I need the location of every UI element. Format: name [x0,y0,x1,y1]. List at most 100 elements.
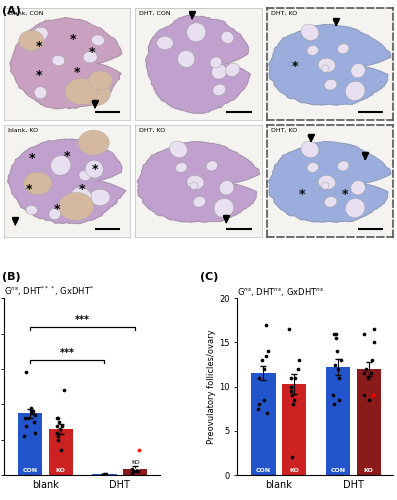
Point [129,469,136,477]
Polygon shape [146,15,251,114]
Point [368,370,374,378]
Text: *: * [299,188,305,201]
Point [263,352,269,360]
Text: KO: KO [364,468,374,473]
Text: *: * [70,32,77,46]
Ellipse shape [32,27,48,41]
Ellipse shape [71,188,92,206]
Ellipse shape [51,156,71,175]
Bar [18,414,42,475]
Ellipse shape [337,161,349,171]
Text: DHT, KO: DHT, KO [270,128,297,133]
Ellipse shape [49,208,61,220]
Point [55,436,62,444]
Point [54,428,60,436]
Text: G$^{ns}$, DHT$^{***}$, GxDHT$^{*}$: G$^{ns}$, DHT$^{***}$, GxDHT$^{*}$ [4,285,94,298]
Text: *: * [79,184,85,196]
Point [336,374,342,382]
Ellipse shape [26,36,39,49]
Ellipse shape [301,141,319,158]
Bar [48,429,73,475]
Text: CON: CON [330,468,345,473]
Ellipse shape [210,57,222,68]
Ellipse shape [187,23,206,42]
Ellipse shape [322,65,329,72]
Ellipse shape [75,89,87,100]
Point [133,468,139,475]
Ellipse shape [187,176,204,190]
Ellipse shape [213,84,225,96]
Bar [123,468,147,475]
Point [256,400,263,408]
Point [334,348,341,356]
Ellipse shape [90,189,110,206]
Ellipse shape [34,86,47,99]
Ellipse shape [324,80,337,90]
Point [289,454,295,462]
Point [285,325,292,333]
Ellipse shape [79,170,91,181]
Text: *: * [36,68,42,82]
Point [57,425,63,433]
Point [371,338,377,346]
Text: *: * [74,66,81,80]
Point [262,321,269,329]
Point [291,396,298,404]
Ellipse shape [307,46,318,56]
Bar [357,369,381,475]
Point [102,471,108,479]
Point [290,400,297,408]
Ellipse shape [351,180,365,195]
Point [261,365,268,373]
Ellipse shape [220,180,234,195]
Ellipse shape [190,182,198,190]
Ellipse shape [26,206,37,215]
Text: DHT, KO: DHT, KO [270,11,297,16]
Point [136,446,143,454]
Ellipse shape [52,56,65,66]
Point [265,348,272,356]
Text: KO: KO [130,468,140,473]
Ellipse shape [214,198,233,218]
Point [101,471,108,479]
Text: CON: CON [97,468,112,473]
Ellipse shape [178,50,195,68]
Point [32,411,38,419]
Ellipse shape [301,24,319,40]
Point [295,365,301,373]
Point [130,468,136,475]
Ellipse shape [59,192,94,220]
Point [22,414,28,422]
Bar [326,367,350,475]
Point [370,392,376,400]
Ellipse shape [69,82,83,94]
Point [287,387,294,395]
Text: KO: KO [131,460,140,465]
Text: (B): (B) [2,272,21,282]
Ellipse shape [225,63,240,76]
Ellipse shape [175,162,187,172]
Point [101,470,107,478]
Text: *: * [54,202,60,215]
Point [264,409,271,417]
Ellipse shape [324,196,337,207]
Point [335,365,341,373]
Text: G$^{ns}$, DHT$^{ns}$, GxDHT$^{ns}$: G$^{ns}$, DHT$^{ns}$, GxDHT$^{ns}$ [237,286,325,298]
Text: *: * [29,152,35,165]
Point [255,404,262,412]
Point [59,422,65,430]
Point [129,466,135,473]
Text: *: * [36,40,42,54]
Point [331,360,338,368]
Point [54,428,60,436]
Text: (C): (C) [200,272,219,282]
Ellipse shape [307,162,318,172]
Point [292,374,299,382]
Text: CON: CON [22,468,37,473]
Point [261,396,268,404]
Polygon shape [269,24,391,105]
Point [32,428,39,436]
Point [289,392,295,400]
Point [363,365,370,373]
Point [29,408,36,416]
